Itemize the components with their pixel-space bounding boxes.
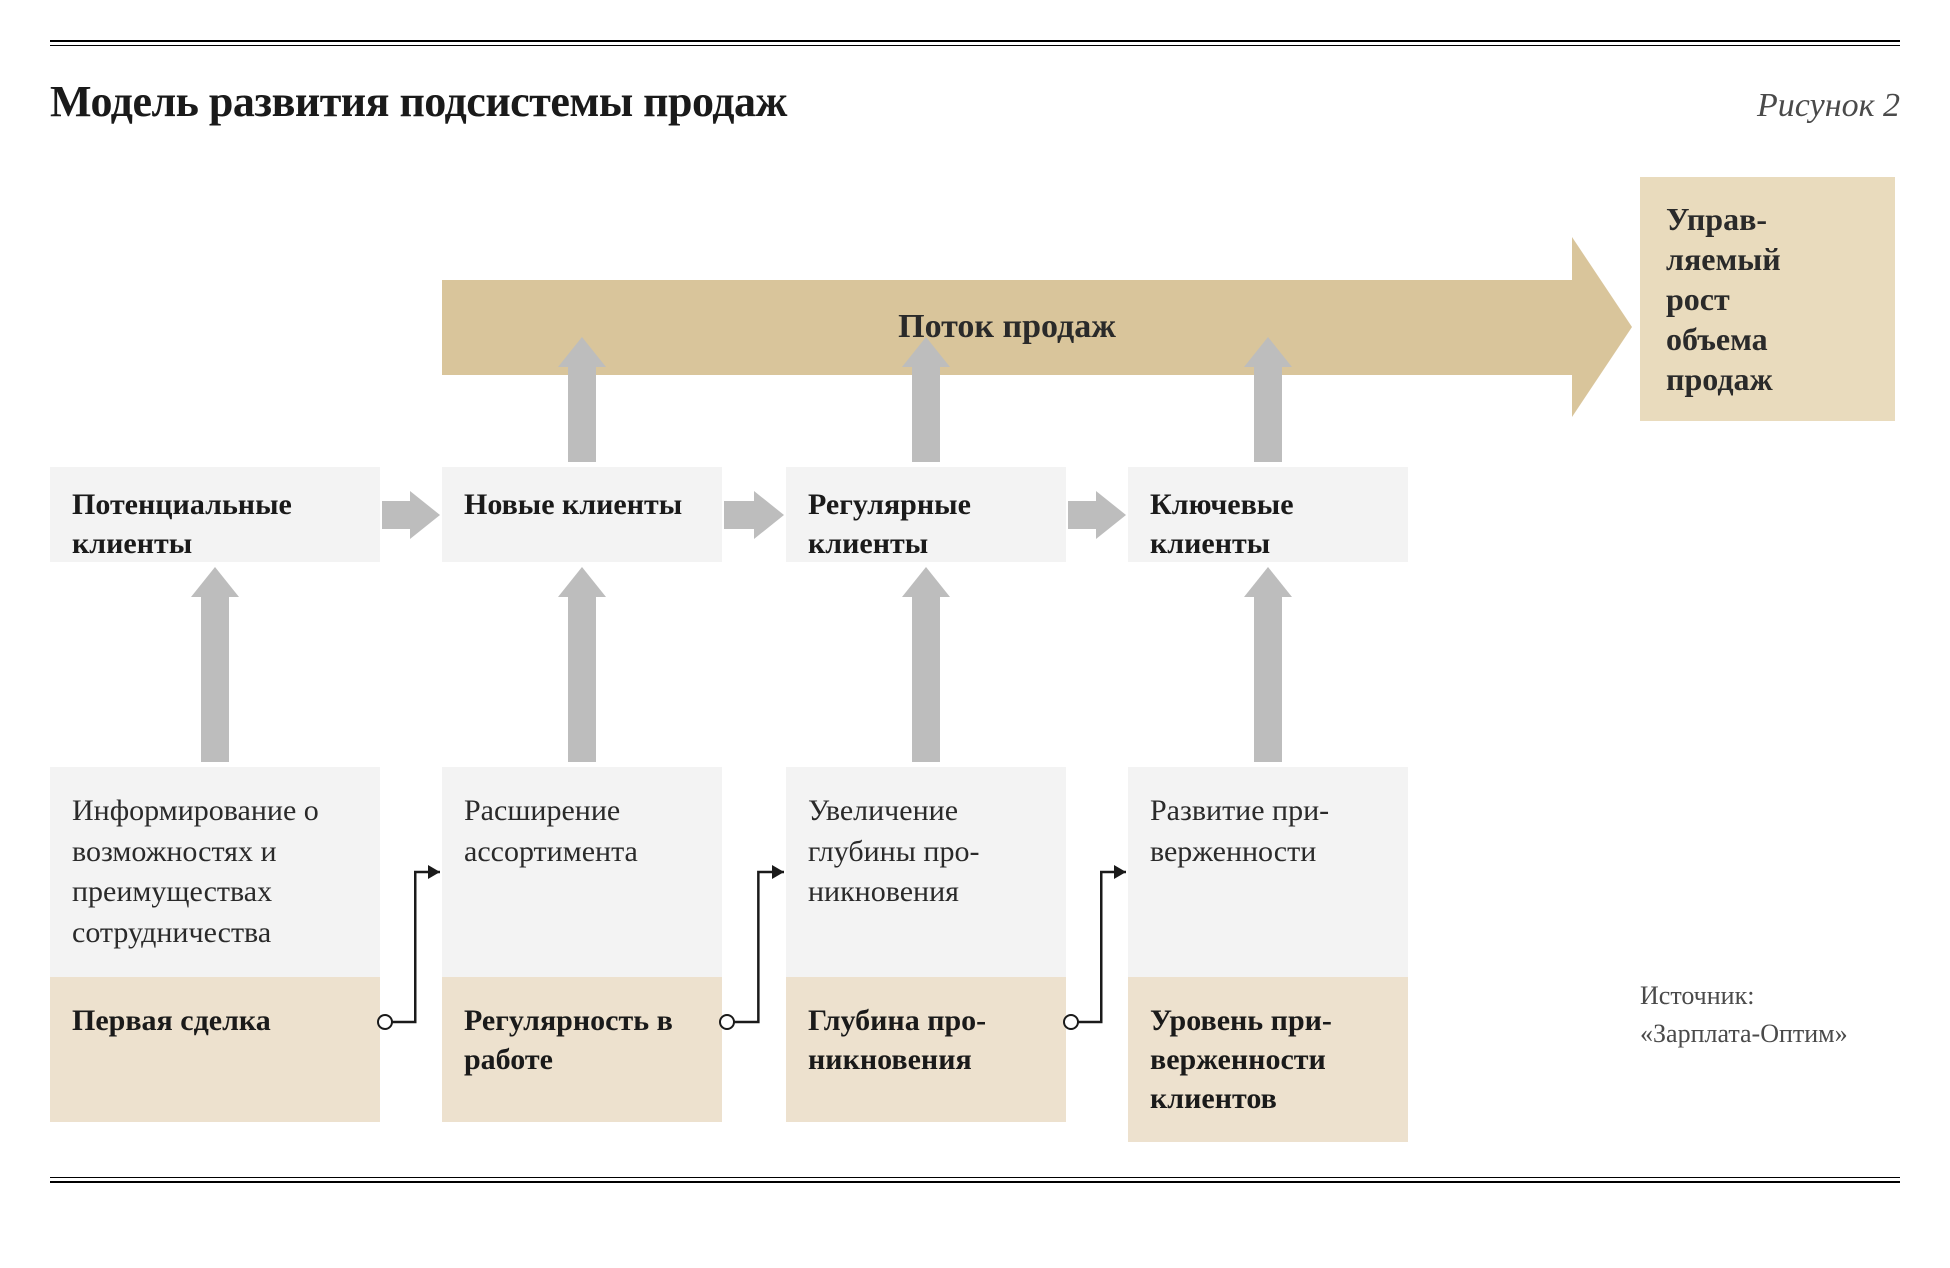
arrow-up-stage-flow-1-head — [558, 337, 606, 367]
metric-box-3: Уровень при-верженности клиентов — [1128, 977, 1408, 1142]
arrow-up-activity-stage-0 — [191, 567, 239, 762]
arrow-up-activity-stage-0-head — [191, 567, 239, 597]
activity-box-2: Увеличение глубины про-никновения — [786, 767, 1066, 977]
arrow-right-stage-0 — [382, 491, 440, 539]
source-label: Источник: — [1640, 977, 1848, 1015]
arrow-right-stage-2-body — [1068, 501, 1096, 529]
arrow-up-stage-flow-2-body — [912, 367, 940, 462]
arrow-up-activity-stage-1-head — [558, 567, 606, 597]
arrow-right-stage-1 — [724, 491, 784, 539]
activity-box-0: Информирование о возможностях и преимуще… — [50, 767, 380, 977]
arrow-up-stage-flow-1 — [558, 337, 606, 462]
connector-circle-2 — [1063, 1014, 1079, 1030]
activity-box-1: Расширение ассортимента — [442, 767, 722, 977]
arrow-up-activity-stage-2-head — [902, 567, 950, 597]
connector-circle-1 — [719, 1014, 735, 1030]
source-text: Источник:«Зарплата-Оптим» — [1640, 977, 1848, 1052]
result-box: Управ- ляемый рост объема продаж — [1640, 177, 1895, 421]
stage-box-1: Новые клиенты — [442, 467, 722, 562]
diagram-canvas: Поток продаж Управ- ляемый рост объема пр… — [50, 177, 1900, 1137]
top-rule — [50, 40, 1900, 46]
arrow-right-stage-0-body — [382, 501, 410, 529]
arrow-right-stage-0-head — [410, 491, 440, 539]
connector-circle-0 — [377, 1014, 393, 1030]
arrow-right-stage-1-head — [754, 491, 784, 539]
arrow-up-stage-flow-3 — [1244, 337, 1292, 462]
figure-number: Рисунок 2 — [1757, 87, 1900, 125]
figure-container: Модель развития подсистемы продаж Рисуно… — [50, 40, 1900, 1183]
arrow-up-activity-stage-1-body — [568, 597, 596, 762]
flow-bar: Поток продаж — [442, 237, 1632, 417]
stage-box-3: Ключевые клиенты — [1128, 467, 1408, 562]
metric-box-1: Регулярность в работе — [442, 977, 722, 1122]
connector-2 — [1041, 842, 1156, 1052]
stage-box-2: Регулярные клиенты — [786, 467, 1066, 562]
flow-bar-body: Поток продаж — [442, 280, 1572, 375]
source-value: «Зарплата-Оптим» — [1640, 1015, 1848, 1053]
connector-0 — [355, 842, 470, 1052]
arrow-up-activity-stage-2-body — [912, 597, 940, 762]
flow-bar-arrowhead — [1572, 237, 1632, 417]
bottom-rule — [50, 1177, 1900, 1183]
arrow-up-stage-flow-2 — [902, 337, 950, 462]
arrow-right-stage-2-head — [1096, 491, 1126, 539]
metric-box-0: Первая сделка — [50, 977, 380, 1122]
arrow-right-stage-2 — [1068, 491, 1126, 539]
arrow-up-activity-stage-2 — [902, 567, 950, 762]
arrow-up-activity-stage-3-body — [1254, 597, 1282, 762]
metric-box-2: Глубина про-никновения — [786, 977, 1066, 1122]
header-row: Модель развития подсистемы продаж Рисуно… — [50, 76, 1900, 127]
arrow-up-stage-flow-1-body — [568, 367, 596, 462]
connector-1 — [697, 842, 814, 1052]
arrow-up-stage-flow-2-head — [902, 337, 950, 367]
activity-box-3: Развитие при-верженности — [1128, 767, 1408, 977]
figure-title: Модель развития подсистемы продаж — [50, 76, 787, 127]
arrow-up-stage-flow-3-head — [1244, 337, 1292, 367]
arrow-up-activity-stage-1 — [558, 567, 606, 762]
stage-box-0: Потенциальные клиенты — [50, 467, 380, 562]
arrow-up-activity-stage-3 — [1244, 567, 1292, 762]
arrow-up-activity-stage-3-head — [1244, 567, 1292, 597]
arrow-up-stage-flow-3-body — [1254, 367, 1282, 462]
arrow-up-activity-stage-0-body — [201, 597, 229, 762]
arrow-right-stage-1-body — [724, 501, 754, 529]
